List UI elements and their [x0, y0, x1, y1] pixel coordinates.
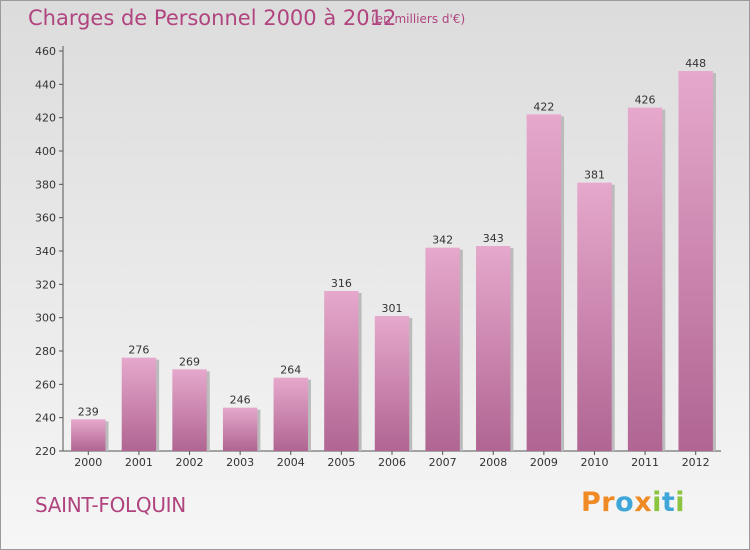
y-tick-label: 320: [35, 278, 56, 291]
y-tick-label: 460: [35, 45, 56, 58]
y-tick-label: 360: [35, 212, 56, 225]
bar: [71, 419, 106, 451]
x-tick-label: 2008: [479, 456, 507, 469]
y-tick-label: 240: [35, 412, 56, 425]
bar-value-label: 246: [230, 394, 251, 407]
logo-letter: i: [675, 487, 686, 518]
logo-letter: x: [634, 487, 653, 518]
bar: [222, 407, 258, 451]
bar-value-label: 448: [685, 57, 706, 70]
bar: [121, 357, 157, 451]
logo-letter: P: [581, 487, 602, 518]
bar-value-label: 422: [533, 100, 554, 113]
bar: [172, 369, 207, 451]
bar: [577, 182, 612, 451]
bar-value-label: 239: [78, 405, 99, 418]
x-tick-label: 2003: [226, 456, 254, 469]
logo-letter: o: [615, 487, 635, 518]
bar: [476, 246, 511, 451]
bar-value-label: 381: [584, 169, 605, 182]
bar-value-label: 269: [179, 355, 200, 368]
bar: [425, 247, 460, 451]
bar-value-label: 316: [331, 277, 352, 290]
bar: [627, 107, 663, 452]
bar: [273, 377, 308, 451]
place-name: SAINT-FOLQUIN: [35, 493, 186, 517]
x-tick-label: 2002: [176, 456, 204, 469]
bar: [374, 316, 410, 451]
y-tick-label: 220: [35, 445, 56, 458]
bar-value-label: 343: [483, 232, 504, 245]
y-tick-label: 400: [35, 145, 56, 158]
x-tick-label: 2000: [74, 456, 102, 469]
y-tick-label: 440: [35, 78, 56, 91]
x-tick-label: 2009: [530, 456, 558, 469]
x-tick-label: 2010: [580, 456, 608, 469]
x-tick-label: 2005: [327, 456, 355, 469]
bar: [526, 114, 562, 451]
y-tick-label: 280: [35, 345, 56, 358]
x-tick-label: 2007: [429, 456, 457, 469]
y-tick-label: 340: [35, 245, 56, 258]
logo-letter: i: [652, 487, 662, 518]
x-tick-label: 2004: [277, 456, 305, 469]
x-tick-label: 2001: [125, 456, 153, 469]
bar: [678, 71, 713, 451]
logo-letter: r: [601, 487, 616, 518]
bar-value-label: 426: [635, 94, 656, 107]
chart-title: Charges de Personnel 2000 à 2012: [28, 6, 397, 30]
y-tick-label: 380: [35, 178, 56, 191]
y-tick-label: 260: [35, 378, 56, 391]
y-tick-label: 420: [35, 112, 56, 125]
bar-value-label: 264: [280, 364, 301, 377]
bar-value-label: 301: [382, 302, 403, 315]
bar: [324, 291, 359, 451]
bar-value-label: 276: [128, 344, 149, 357]
logo-letter: t: [661, 487, 676, 518]
bar-value-label: 342: [432, 234, 453, 247]
x-tick-label: 2012: [682, 456, 710, 469]
y-tick-label: 300: [35, 312, 56, 325]
x-tick-label: 2006: [378, 456, 406, 469]
x-tick-label: 2011: [631, 456, 659, 469]
chart-subtitle: (en milliers d'€): [371, 12, 466, 26]
proxiti-logo: Proxiti: [581, 487, 685, 518]
